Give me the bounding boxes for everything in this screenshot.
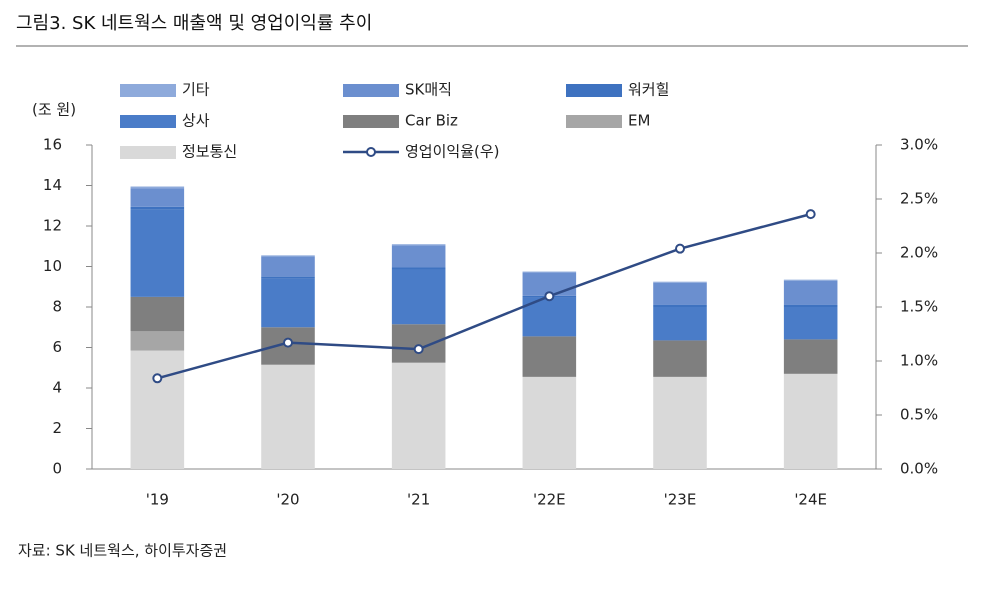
bar-segment [391,245,446,268]
bar-segment [130,209,185,297]
bar-segment [261,276,315,279]
bar-segment [783,304,838,307]
bar-segment [261,364,315,469]
line-marker [544,291,555,302]
bar-segment [783,280,838,305]
bar-segment [261,256,315,277]
legend-label: EM [628,112,650,130]
line-marker [283,337,293,348]
bar-segment [522,376,577,469]
legend-swatch [566,115,622,128]
bar-segment [783,339,838,374]
line-marker [413,344,424,355]
bar-segment [653,307,707,341]
bar-segment [522,271,577,273]
legend-swatch [120,115,176,128]
y2-tick-label: 0.5% [900,406,938,424]
legend-label: SK매직 [405,81,452,99]
y2-tick-label: 0.0% [900,460,938,478]
y2-tick-label: 1.0% [900,352,938,370]
x-tick-label: '21 [407,491,430,509]
legend-label: 워커힐 [628,81,669,99]
bar-segment [391,244,446,246]
legend-label: 정보통신 [182,143,237,161]
legend-swatch [343,84,399,97]
bar-segment [653,282,707,305]
bar-segment [391,269,446,325]
y-tick-label: 10 [43,257,62,275]
legend-swatch [366,147,376,157]
y2-tick-label: 1.5% [900,298,938,316]
legend-swatch [343,115,399,128]
y-tick-label: 8 [52,298,62,316]
bar-segment [653,281,707,283]
y-tick-label: 6 [52,338,62,356]
y-tick-label: 12 [43,217,62,235]
x-tick-label: '19 [146,491,169,509]
bar-segment [261,255,315,257]
legend-swatch [120,146,176,159]
y2-tick-label: 2.5% [900,190,938,208]
bar-segment [130,350,185,469]
bar-segment [391,324,446,363]
bar-segment [391,267,446,270]
y-tick-label: 0 [52,460,62,478]
y-tick-label: 4 [52,379,62,397]
bar-segment [130,188,185,207]
bar-segment [783,307,838,340]
bar-segment [783,373,838,469]
source-note: 자료: SK 네트웍스, 하이투자증권 [18,542,227,560]
bar-segment [653,340,707,377]
bar-segment [261,278,315,328]
y-tick-label: 16 [43,136,62,154]
bar-segment [522,336,577,377]
y2-tick-label: 3.0% [900,136,938,154]
y-tick-label: 14 [43,176,62,194]
bar-segment [130,206,185,210]
line-marker [152,373,163,384]
x-tick-label: '23E [664,491,697,509]
bar-segment [130,296,185,332]
y-tick-label: 2 [52,419,62,437]
bar-segment [130,331,185,351]
legend-label: 상사 [182,112,210,130]
legend-label: Car Biz [405,112,458,130]
legend-label: 영업이익율(우) [405,143,500,161]
bar-segment [653,376,707,469]
legend-swatch [120,84,176,97]
legend-swatch [566,84,622,97]
y2-tick-label: 2.0% [900,244,938,262]
bar-segment [783,279,838,281]
line-marker [805,209,816,220]
bar-segment [130,186,185,189]
y-axis-label: (조 원) [32,101,76,119]
bar-segment [391,362,446,469]
x-tick-label: '22E [533,491,566,509]
x-tick-label: '20 [276,491,299,509]
chart-title: 그림3. SK 네트웍스 매출액 및 영업이익률 추이 [16,13,372,34]
line-marker [675,243,685,254]
line [157,212,811,380]
x-tick-label: '24E [794,491,827,509]
legend-label: 기타 [182,81,210,99]
bar-segment [653,304,707,307]
